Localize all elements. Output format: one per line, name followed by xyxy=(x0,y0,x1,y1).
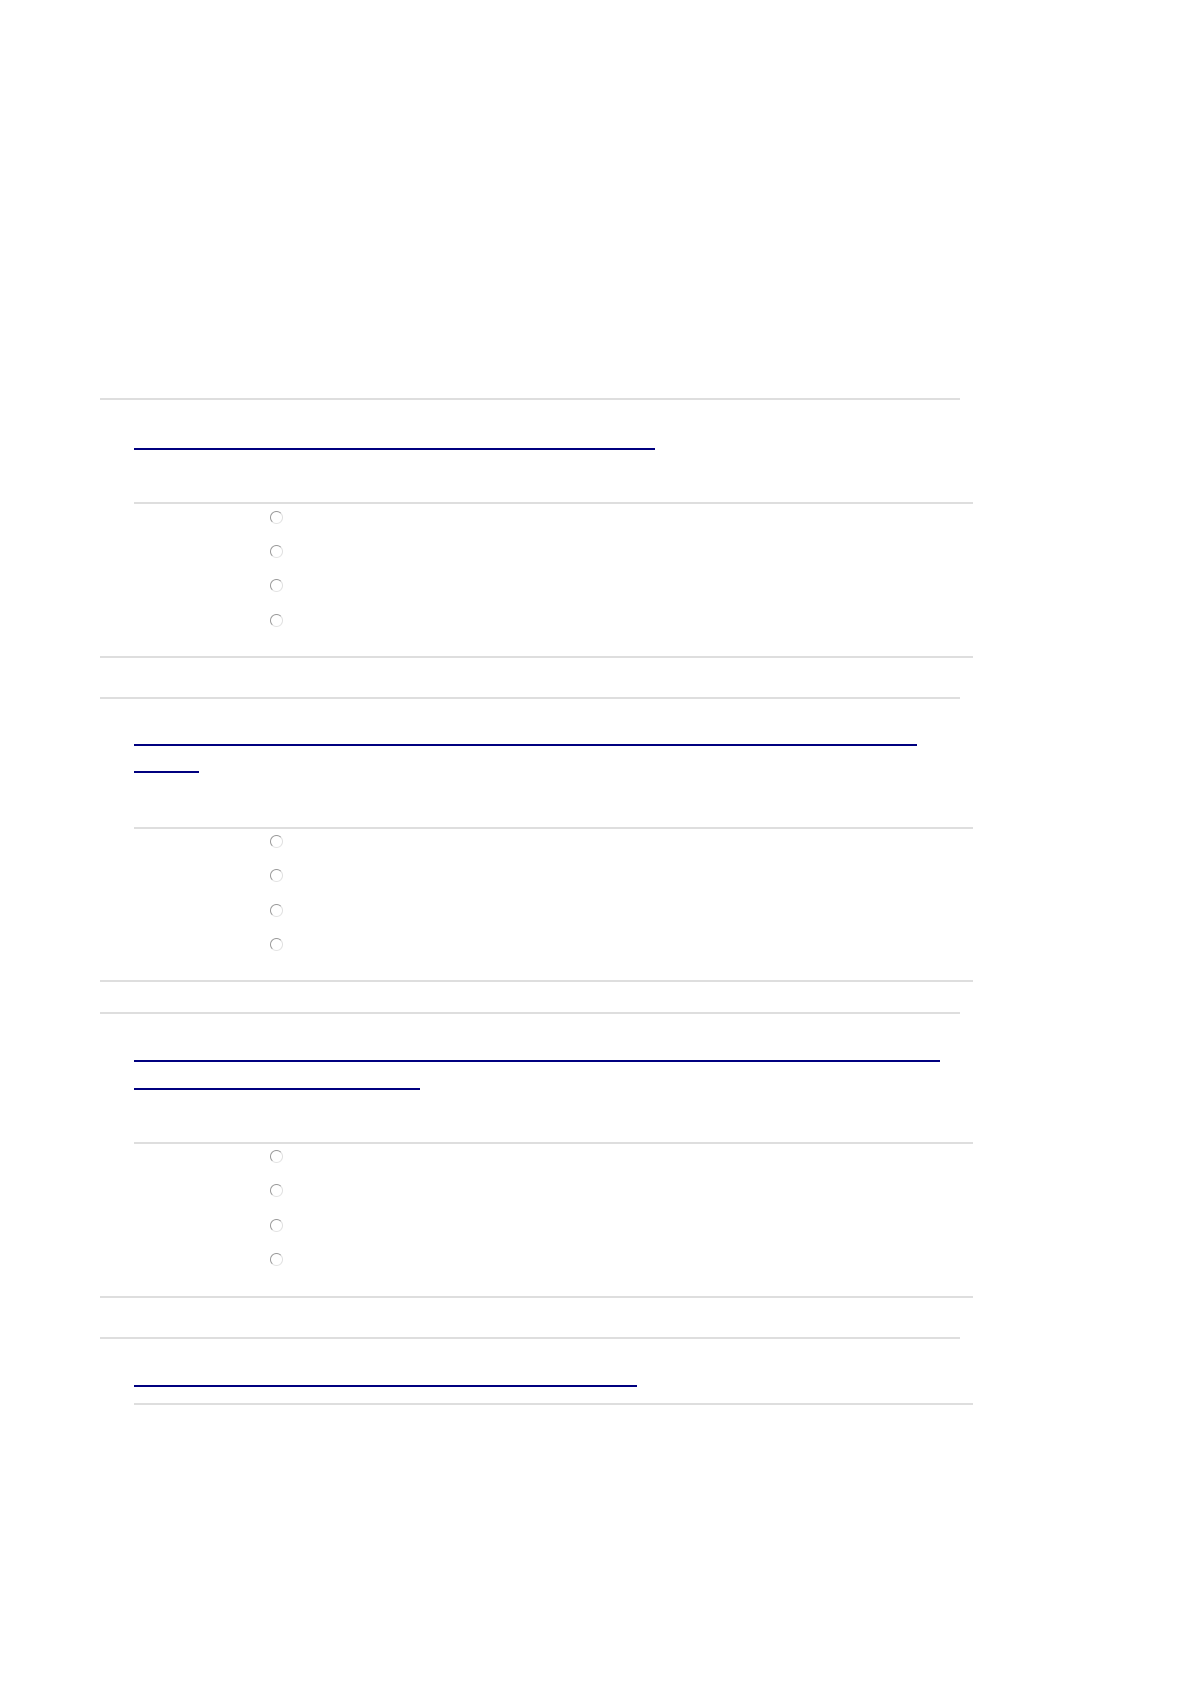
option-radio[interactable] xyxy=(270,1150,283,1163)
section-divider xyxy=(100,697,960,699)
section-divider xyxy=(100,980,973,982)
question-link[interactable] xyxy=(134,744,917,746)
question-link-continued[interactable] xyxy=(134,1088,420,1090)
option-radio[interactable] xyxy=(270,579,283,592)
option-radio[interactable] xyxy=(270,1184,283,1197)
section-divider xyxy=(100,1337,960,1339)
question-link[interactable] xyxy=(134,1060,940,1062)
option-radio[interactable] xyxy=(270,614,283,627)
options-divider xyxy=(134,1403,973,1405)
option-radio[interactable] xyxy=(270,835,283,848)
option-radio[interactable] xyxy=(270,511,283,524)
section-divider xyxy=(100,1296,973,1298)
options-divider xyxy=(134,1142,973,1144)
question-link[interactable] xyxy=(134,1385,637,1387)
option-radio[interactable] xyxy=(270,1253,283,1266)
section-divider xyxy=(100,656,973,658)
section-divider xyxy=(100,1012,960,1014)
options-divider xyxy=(134,827,973,829)
option-radio[interactable] xyxy=(270,869,283,882)
options-divider xyxy=(134,502,973,504)
question-link[interactable] xyxy=(134,448,655,450)
option-radio[interactable] xyxy=(270,1219,283,1232)
option-radio[interactable] xyxy=(270,545,283,558)
question-link-continued[interactable] xyxy=(134,771,199,773)
option-radio[interactable] xyxy=(270,904,283,917)
section-divider xyxy=(100,398,960,400)
option-radio[interactable] xyxy=(270,938,283,951)
